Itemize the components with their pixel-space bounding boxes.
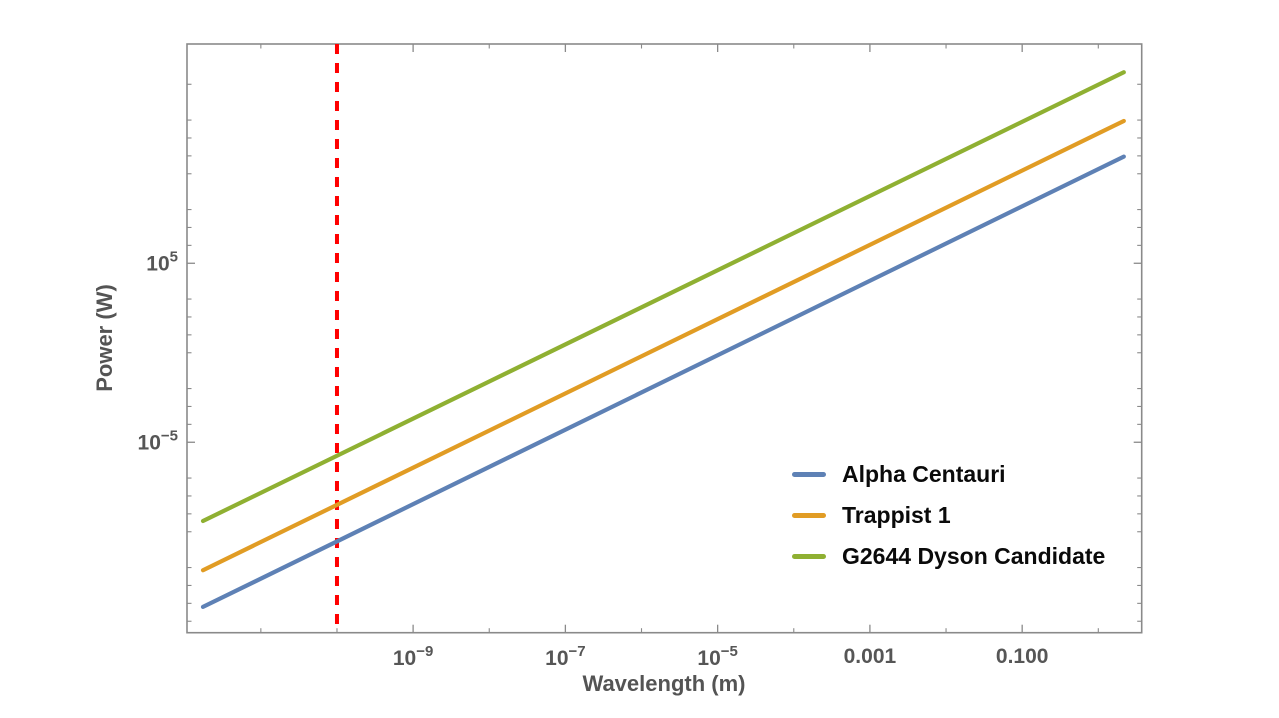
y-axis-label: Power (W)	[92, 284, 117, 392]
legend: Alpha Centauri Trappist 1 G2644 Dyson Cand…	[792, 459, 1105, 572]
legend-label: Alpha Centauri	[842, 461, 1006, 487]
legend-swatch	[792, 554, 826, 559]
series-line-alpha-centauri	[200, 154, 1126, 610]
legend-swatch	[792, 513, 826, 518]
axis-ticks	[187, 44, 1142, 633]
frame-rect	[186, 43, 1143, 634]
tick-labels: 10−9 10−7 10−5 0.001 0.100 105 10−5	[138, 248, 1049, 670]
x-tick-label: 10−9	[393, 643, 433, 670]
y-tick-label: 105	[146, 248, 178, 275]
series-line-g2644-dyson-candidate	[200, 70, 1126, 524]
x-tick-label: 0.001	[844, 645, 897, 668]
legend-item: G2644 Dyson Candidate	[792, 541, 1105, 572]
plot-frame	[186, 43, 1143, 634]
legend-label: G2644 Dyson Candidate	[842, 543, 1106, 569]
legend-label: Trappist 1	[842, 502, 951, 528]
y-tick-label: 10−5	[138, 427, 178, 454]
x-tick-label: 10−7	[545, 643, 585, 670]
x-axis-label: Wavelength (m)	[583, 671, 746, 696]
legend-swatch	[792, 472, 826, 477]
x-tick-label: 10−5	[697, 643, 737, 670]
x-tick-label: 0.100	[996, 645, 1049, 668]
legend-item: Alpha Centauri	[792, 459, 1105, 490]
series-layer	[200, 70, 1126, 610]
legend-item: Trappist 1	[792, 500, 1105, 531]
series-line-trappist-1	[200, 118, 1126, 573]
